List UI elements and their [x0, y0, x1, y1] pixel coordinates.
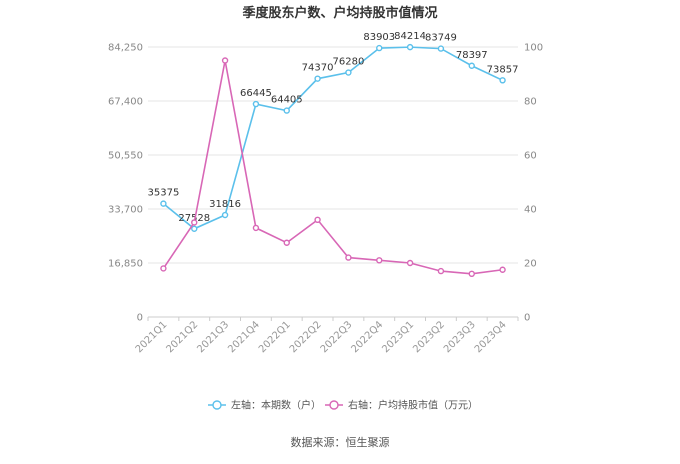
- left-tick-label: 16,850: [108, 259, 143, 270]
- left-series-point: [160, 200, 167, 207]
- x-tick-label: 2022Q4: [350, 319, 386, 355]
- left-series-point: [468, 62, 475, 69]
- data-label: 64405: [271, 95, 303, 106]
- left-series-line: [162, 46, 503, 230]
- right-series-point: [406, 259, 414, 267]
- right-tick-label: 20: [524, 259, 537, 270]
- data-label: 35375: [148, 188, 180, 199]
- x-tick-label: 2022Q1: [257, 319, 293, 355]
- right-tick-label: 40: [524, 205, 537, 216]
- left-tick-label: 84,250: [108, 43, 143, 54]
- x-tick-label: 2023Q3: [442, 319, 478, 355]
- right-series-point: [191, 219, 198, 226]
- right-series-point: [252, 224, 260, 232]
- data-label: 78397: [456, 50, 488, 61]
- x-tick-label: 2023Q2: [411, 319, 447, 355]
- right-series-point: [376, 257, 383, 264]
- left-series-point: [283, 107, 290, 114]
- right-series-point: [314, 216, 321, 224]
- legend-marker-left: [212, 400, 222, 410]
- right-axis: 0 20 40 60 80 100: [524, 43, 543, 324]
- left-series-point: [252, 100, 260, 108]
- left-series-point: [345, 69, 352, 76]
- grid-lines: [148, 46, 518, 318]
- right-tick-label: 0: [524, 313, 530, 324]
- right-series-point: [283, 239, 290, 246]
- data-label: 74370: [302, 63, 334, 74]
- right-series-point: [345, 254, 352, 261]
- data-label: 66445: [240, 88, 272, 99]
- x-tick-label: 2021Q4: [226, 319, 262, 355]
- x-tick-label: 2021Q2: [165, 319, 201, 355]
- chart-title: 季度股东户数、户均持股市值情况: [241, 5, 437, 21]
- left-series-point: [191, 225, 198, 232]
- left-tick-label: 0: [137, 313, 143, 324]
- legend-label: 右轴：户均持股市值（万元）: [348, 399, 478, 412]
- x-tick-label: 2021Q3: [195, 319, 231, 355]
- right-tick-label: 100: [524, 43, 543, 54]
- left-series-point: [437, 45, 445, 52]
- legend-label: 左轴：本期数（户）: [231, 399, 321, 412]
- x-tick-label: 2022Q3: [319, 319, 355, 355]
- right-series-line: [162, 60, 503, 275]
- left-series-point: [376, 44, 383, 52]
- data-label: 83903: [363, 32, 395, 43]
- legend: 左轴：本期数（户） 右轴：户均持股市值（万元）: [208, 399, 478, 412]
- source-note: 数据来源：恒生聚源: [291, 435, 390, 449]
- left-series-point: [221, 211, 229, 219]
- data-label: 73857: [487, 64, 519, 75]
- left-series-point: [499, 77, 506, 84]
- legend-marker-right: [329, 400, 339, 410]
- left-tick-label: 33,700: [108, 205, 143, 216]
- left-series-point: [406, 43, 414, 51]
- x-tick-label: 2023Q1: [380, 319, 416, 355]
- right-series-point: [160, 265, 167, 272]
- left-tick-label: 50,550: [108, 151, 143, 162]
- right-series-point: [221, 57, 229, 64]
- data-label: 83749: [425, 33, 457, 44]
- right-series-point: [499, 266, 506, 273]
- x-tick-label: 2022Q2: [288, 319, 324, 355]
- x-axis: 2021Q12021Q22021Q32021Q42022Q12022Q22022…: [134, 316, 519, 355]
- right-tick-label: 80: [524, 97, 537, 108]
- left-series-point: [314, 75, 321, 82]
- data-label: 31816: [209, 199, 241, 210]
- right-tick-label: 60: [524, 151, 537, 162]
- left-axis: 0 16,850 33,700 50,550 67,400 84,250: [108, 43, 143, 324]
- right-series-point: [468, 270, 475, 277]
- right-series-point: [437, 267, 445, 275]
- left-tick-label: 67,400: [108, 97, 143, 108]
- data-label: 76280: [333, 57, 365, 68]
- series-layer: 3537527528318166644564405743707628083903…: [148, 31, 519, 277]
- x-tick-label: 2021Q1: [134, 319, 170, 355]
- data-label: 84214: [394, 31, 426, 42]
- x-tick-label: 2023Q4: [473, 319, 509, 355]
